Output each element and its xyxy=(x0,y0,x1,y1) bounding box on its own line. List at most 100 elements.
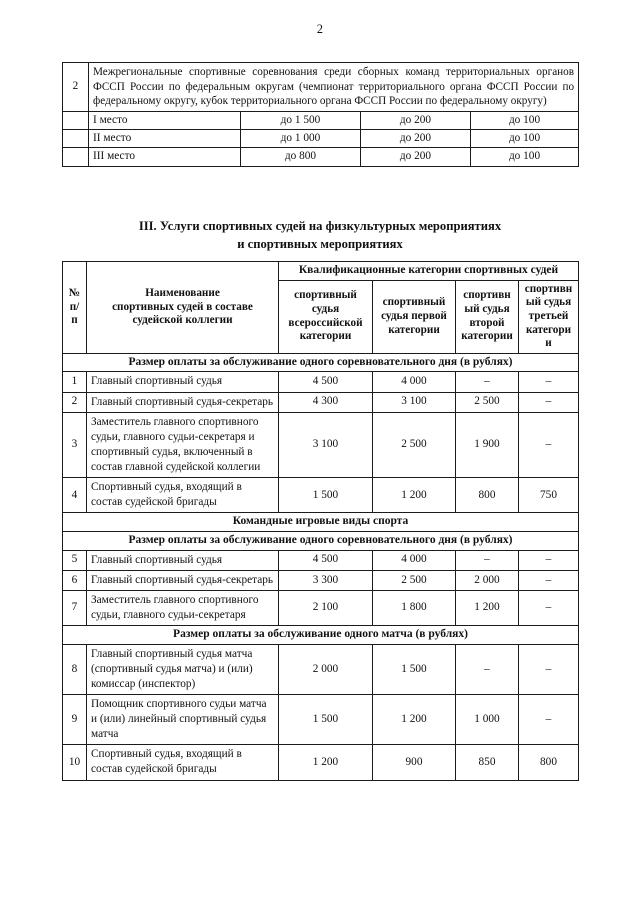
table-row: 1 Главный спортивный судья 4 500 4 000 –… xyxy=(62,371,579,393)
row-value-first: 1 800 xyxy=(372,589,456,627)
row-value-first: 1 200 xyxy=(372,693,456,746)
place-value-2: до 200 xyxy=(360,110,471,131)
competition-description: Межрегиональные спортивные соревнования … xyxy=(87,62,580,112)
row-value-third: – xyxy=(518,549,579,571)
row-number: 3 xyxy=(62,411,87,479)
place-value-3: до 100 xyxy=(469,147,580,167)
row-value-all-russian: 2 100 xyxy=(278,589,373,627)
row-value-first: 2 500 xyxy=(372,411,456,479)
table-row: 10 Спортивный судья, входящий в состав с… xyxy=(62,744,579,781)
row-number: 10 xyxy=(62,744,87,781)
header-number-line-2: п/п xyxy=(69,300,80,327)
row-number: 2 xyxy=(62,62,89,112)
competition-levels-table: 2 Межрегиональные спортивные соревновани… xyxy=(62,62,580,167)
row-title: Спортивный судья, входящий в состав суде… xyxy=(86,744,279,781)
row-value-second: 1 900 xyxy=(455,411,519,479)
page-number: 2 xyxy=(316,22,324,36)
place-label: II место xyxy=(88,129,241,149)
row-title: Помощник спортивного судьи матча и (или)… xyxy=(86,693,279,746)
row-number: 9 xyxy=(62,693,87,746)
row-title: Заместитель главного спортивного судьи, … xyxy=(86,589,279,627)
place-value-2: до 200 xyxy=(360,147,471,167)
row-number: 4 xyxy=(62,477,87,514)
header-name-line-3: судейской коллегии xyxy=(132,314,233,327)
row-title: Заместитель главного спортивного судьи, … xyxy=(86,411,279,479)
header-number-col: № п/п xyxy=(62,261,87,354)
row-title: Главный спортивный судья-секретарь xyxy=(86,391,279,413)
row-value-third: – xyxy=(518,411,579,479)
header-category-second: спортивный судья второй категории xyxy=(455,279,519,354)
row-number: 8 xyxy=(62,643,87,695)
row-title: Главный спортивный судья матча (спортивн… xyxy=(86,643,279,695)
header-number-line-1: № xyxy=(68,286,81,299)
row-value-second: – xyxy=(455,371,519,393)
row-value-all-russian: 1 500 xyxy=(278,693,373,746)
row-value-third: – xyxy=(518,589,579,627)
row-number: 5 xyxy=(62,549,87,571)
row-spacer xyxy=(62,110,89,131)
band-payment-per-match: Размер оплаты за обслуживание одного мат… xyxy=(62,625,579,645)
place-label: I место xyxy=(88,110,241,131)
row-value-all-russian: 1 500 xyxy=(278,477,373,514)
row-value-all-russian: 3 100 xyxy=(278,411,373,479)
table-band-row: Размер оплаты за обслуживание одного сор… xyxy=(62,530,579,551)
row-value-all-russian: 4 500 xyxy=(278,371,373,393)
row-value-second: – xyxy=(455,643,519,695)
row-number: 6 xyxy=(62,569,87,591)
row-value-all-russian: 4 500 xyxy=(278,549,373,571)
row-value-first: 1 200 xyxy=(372,477,456,514)
row-value-first: 1 500 xyxy=(372,643,456,695)
row-value-all-russian: 3 300 xyxy=(278,569,373,591)
table-row: 3 Заместитель главного спортивного судьи… xyxy=(62,411,579,479)
row-value-first: 4 000 xyxy=(372,371,456,393)
row-number: 1 xyxy=(62,371,87,393)
row-value-third: – xyxy=(518,371,579,393)
row-value-third: – xyxy=(518,391,579,413)
row-value-first: 900 xyxy=(372,744,456,781)
row-value-third: – xyxy=(518,693,579,746)
table-row: 8 Главный спортивный судья матча (спорти… xyxy=(62,643,579,695)
row-spacer xyxy=(62,129,89,149)
row-value-second: 2 500 xyxy=(455,391,519,413)
place-value-2: до 200 xyxy=(360,129,471,149)
section-heading: III. Услуги спортивных судей на физкульт… xyxy=(80,218,560,254)
row-value-second: 2 000 xyxy=(455,569,519,591)
row-value-all-russian: 2 000 xyxy=(278,643,373,695)
header-name-line-2: спортивных судей в составе xyxy=(112,300,253,313)
section-heading-line-1: III. Услуги спортивных судей на физкульт… xyxy=(138,219,502,233)
row-value-third: 750 xyxy=(518,477,579,514)
row-title: Главный спортивный судья xyxy=(86,549,279,571)
referee-fees-table: № п/п Наименование спортивных судей в со… xyxy=(62,261,579,781)
band-payment-per-day-team: Размер оплаты за обслуживание одного сор… xyxy=(62,530,579,551)
row-value-second: 1 200 xyxy=(455,589,519,627)
header-group-categories: Квалификационные категории спортивных су… xyxy=(278,261,579,281)
row-value-first: 3 100 xyxy=(372,391,456,413)
table-row: 2 Главный спортивный судья-секретарь 4 3… xyxy=(62,391,579,413)
table-band-row: Командные игровые виды спорта xyxy=(62,512,579,532)
row-value-first: 4 000 xyxy=(372,549,456,571)
table-row: 2 Межрегиональные спортивные соревновани… xyxy=(62,62,580,112)
row-value-all-russian: 1 200 xyxy=(278,744,373,781)
band-payment-per-day: Размер оплаты за обслуживание одного сор… xyxy=(62,352,579,373)
table-row: 6 Главный спортивный судья-секретарь 3 3… xyxy=(62,569,579,591)
table-row: III место до 800 до 200 до 100 xyxy=(62,147,580,167)
table-row: 7 Заместитель главного спортивного судьи… xyxy=(62,589,579,627)
place-label: III место xyxy=(88,147,241,167)
header-category-first: спортивный судья первой категории xyxy=(372,279,456,354)
table-row: II место до 1 000 до 200 до 100 xyxy=(62,129,580,149)
row-value-second: 850 xyxy=(455,744,519,781)
section-heading-line-2: и спортивных мероприятиях xyxy=(237,236,403,251)
row-spacer xyxy=(62,147,89,167)
row-value-first: 2 500 xyxy=(372,569,456,591)
header-name-col: Наименование спортивных судей в составе … xyxy=(86,261,279,354)
row-value-second: 800 xyxy=(455,477,519,514)
row-value-third: – xyxy=(518,569,579,591)
table-row: 4 Спортивный судья, входящий в состав су… xyxy=(62,477,579,514)
table-band-row: Размер оплаты за обслуживание одного мат… xyxy=(62,625,579,645)
row-value-third: 800 xyxy=(518,744,579,781)
table-header-row: спортивный судья всероссийской категории… xyxy=(63,279,579,354)
place-value-3: до 100 xyxy=(469,110,580,131)
table-row: 9 Помощник спортивного судьи матча и (ил… xyxy=(62,693,579,746)
row-title: Главный спортивный судья-секретарь xyxy=(86,569,279,591)
